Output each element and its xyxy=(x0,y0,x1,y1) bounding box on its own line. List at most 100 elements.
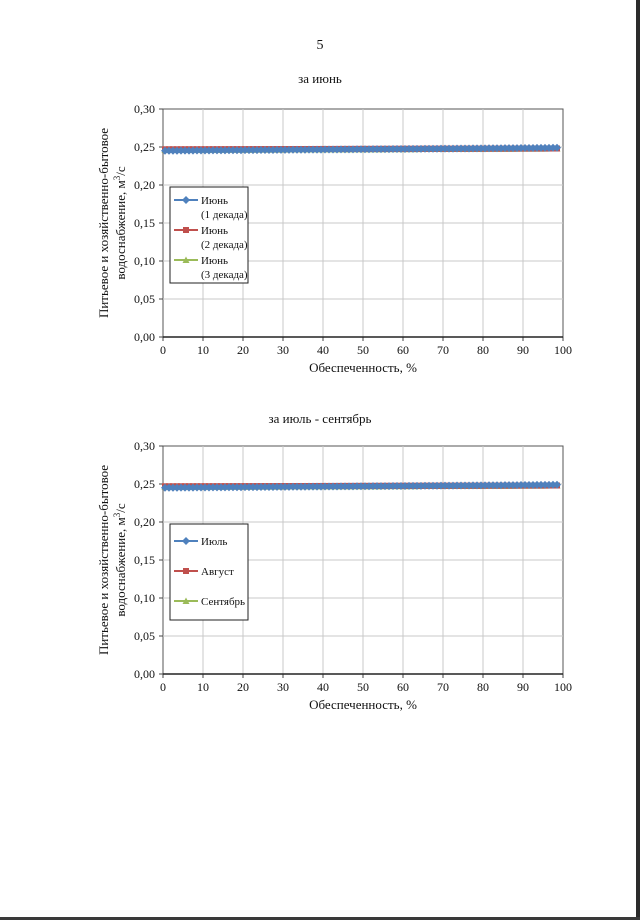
y-tick-label: 0,00 xyxy=(134,667,155,681)
y-tick-label: 0,30 xyxy=(134,102,155,116)
y-axis-label-tail: /с xyxy=(113,503,128,513)
data-point xyxy=(245,483,253,492)
data-point xyxy=(481,481,489,490)
y-tick-label: 0,05 xyxy=(134,629,155,643)
data-point xyxy=(369,145,377,154)
data-point xyxy=(209,146,217,155)
data-point xyxy=(545,143,553,152)
x-tick-label: 20 xyxy=(237,343,249,357)
data-point xyxy=(177,483,185,492)
data-point xyxy=(361,145,369,154)
y-axis-label-sup: 3 xyxy=(112,175,122,180)
y-tick-label: 0,30 xyxy=(134,439,155,453)
x-tick-label: 10 xyxy=(197,680,209,694)
data-point xyxy=(533,143,541,152)
legend-swatch-marker xyxy=(182,196,190,204)
data-point xyxy=(473,144,481,153)
data-point xyxy=(513,481,521,490)
x-tick-label: 100 xyxy=(554,680,572,694)
data-point xyxy=(465,144,473,153)
x-tick-label: 40 xyxy=(317,680,329,694)
y-axis-label-line2: водоснабжение, м3/с xyxy=(112,503,128,617)
data-point xyxy=(457,144,465,153)
data-point xyxy=(453,144,461,153)
series-1 xyxy=(161,480,561,492)
x-tick-label: 70 xyxy=(437,680,449,694)
data-point xyxy=(289,482,297,491)
data-point xyxy=(305,145,313,154)
data-point xyxy=(413,481,421,490)
data-point xyxy=(449,481,457,490)
data-point xyxy=(277,145,285,154)
data-point xyxy=(297,482,305,491)
data-point xyxy=(397,144,405,153)
y-tick-label: 0,10 xyxy=(134,254,155,268)
data-point xyxy=(449,144,457,153)
data-point xyxy=(549,480,557,489)
chart-july-september: 0 10 20 30 40 50 60 70 80 90 100 0,00 0,05 0,10 0,15 0,… xyxy=(96,439,572,712)
data-point xyxy=(373,145,381,154)
data-point xyxy=(261,483,269,492)
x-tick-label: 0 xyxy=(160,680,166,694)
y-tick-label: 0,20 xyxy=(134,515,155,529)
x-axis-label: Обеспеченность, % xyxy=(309,360,417,375)
legend-label: (1 декада) xyxy=(201,209,248,221)
data-point xyxy=(213,146,221,155)
data-point xyxy=(281,482,289,491)
data-point xyxy=(489,481,497,490)
x-tick-label: 30 xyxy=(277,343,289,357)
data-point xyxy=(321,482,329,491)
y-axis-label-sup: 3 xyxy=(112,512,122,517)
x-tick-label: 0 xyxy=(160,343,166,357)
legend: Июнь (1 декада) Июнь (2 декада) Июнь (3 декад… xyxy=(169,186,249,284)
legend-label: Июль xyxy=(201,536,227,548)
y-axis-label-text: водоснабжение, м xyxy=(113,180,128,279)
data-point xyxy=(541,480,549,489)
data-point xyxy=(421,481,429,490)
data-point xyxy=(229,146,237,155)
data-point xyxy=(213,483,221,492)
data-point xyxy=(481,144,489,153)
y-axis-label: Питьевое и хозяйственно-бытовое водоснабж… xyxy=(96,128,128,318)
legend-label: (3 декада) xyxy=(201,269,248,281)
data-point xyxy=(289,145,297,154)
data-point xyxy=(489,144,497,153)
data-point xyxy=(377,145,385,154)
x-tick-label: 100 xyxy=(554,343,572,357)
data-point xyxy=(553,480,561,489)
legend-swatch-marker xyxy=(182,597,190,604)
data-point xyxy=(529,480,537,489)
data-point xyxy=(497,481,505,490)
y-tick-label: 0,15 xyxy=(134,553,155,567)
data-point xyxy=(533,480,541,489)
legend-label: Июнь xyxy=(201,225,228,237)
legend: Июль Август Сентябрь xyxy=(169,523,249,621)
x-tick-label: 30 xyxy=(277,680,289,694)
data-point xyxy=(205,483,213,492)
y-axis-label-tail: /с xyxy=(113,166,128,176)
data-point xyxy=(553,143,561,152)
y-axis-label-line1: Питьевое и хозяйственно-бытовое xyxy=(96,128,111,318)
x-tick-label: 70 xyxy=(437,343,449,357)
y-axis-label-line1: Питьевое и хозяйственно-бытовое xyxy=(96,465,111,655)
data-point xyxy=(197,146,205,155)
data-point xyxy=(397,481,405,490)
data-point xyxy=(429,481,437,490)
data-point xyxy=(285,145,293,154)
y-axis-label-line2: водоснабжение, м3/с xyxy=(112,166,128,280)
data-point xyxy=(445,481,453,490)
data-point xyxy=(205,146,213,155)
data-point xyxy=(193,146,201,155)
data-point xyxy=(229,483,237,492)
data-point xyxy=(549,143,557,152)
x-tick-label: 90 xyxy=(517,343,529,357)
legend-swatch-marker xyxy=(182,537,190,545)
x-tick-label: 10 xyxy=(197,343,209,357)
y-tick-label: 0,25 xyxy=(134,140,155,154)
data-point xyxy=(313,145,321,154)
data-point xyxy=(237,483,245,492)
data-point xyxy=(197,483,205,492)
x-tick-label: 80 xyxy=(477,343,489,357)
data-point xyxy=(473,481,481,490)
data-point xyxy=(389,145,397,154)
